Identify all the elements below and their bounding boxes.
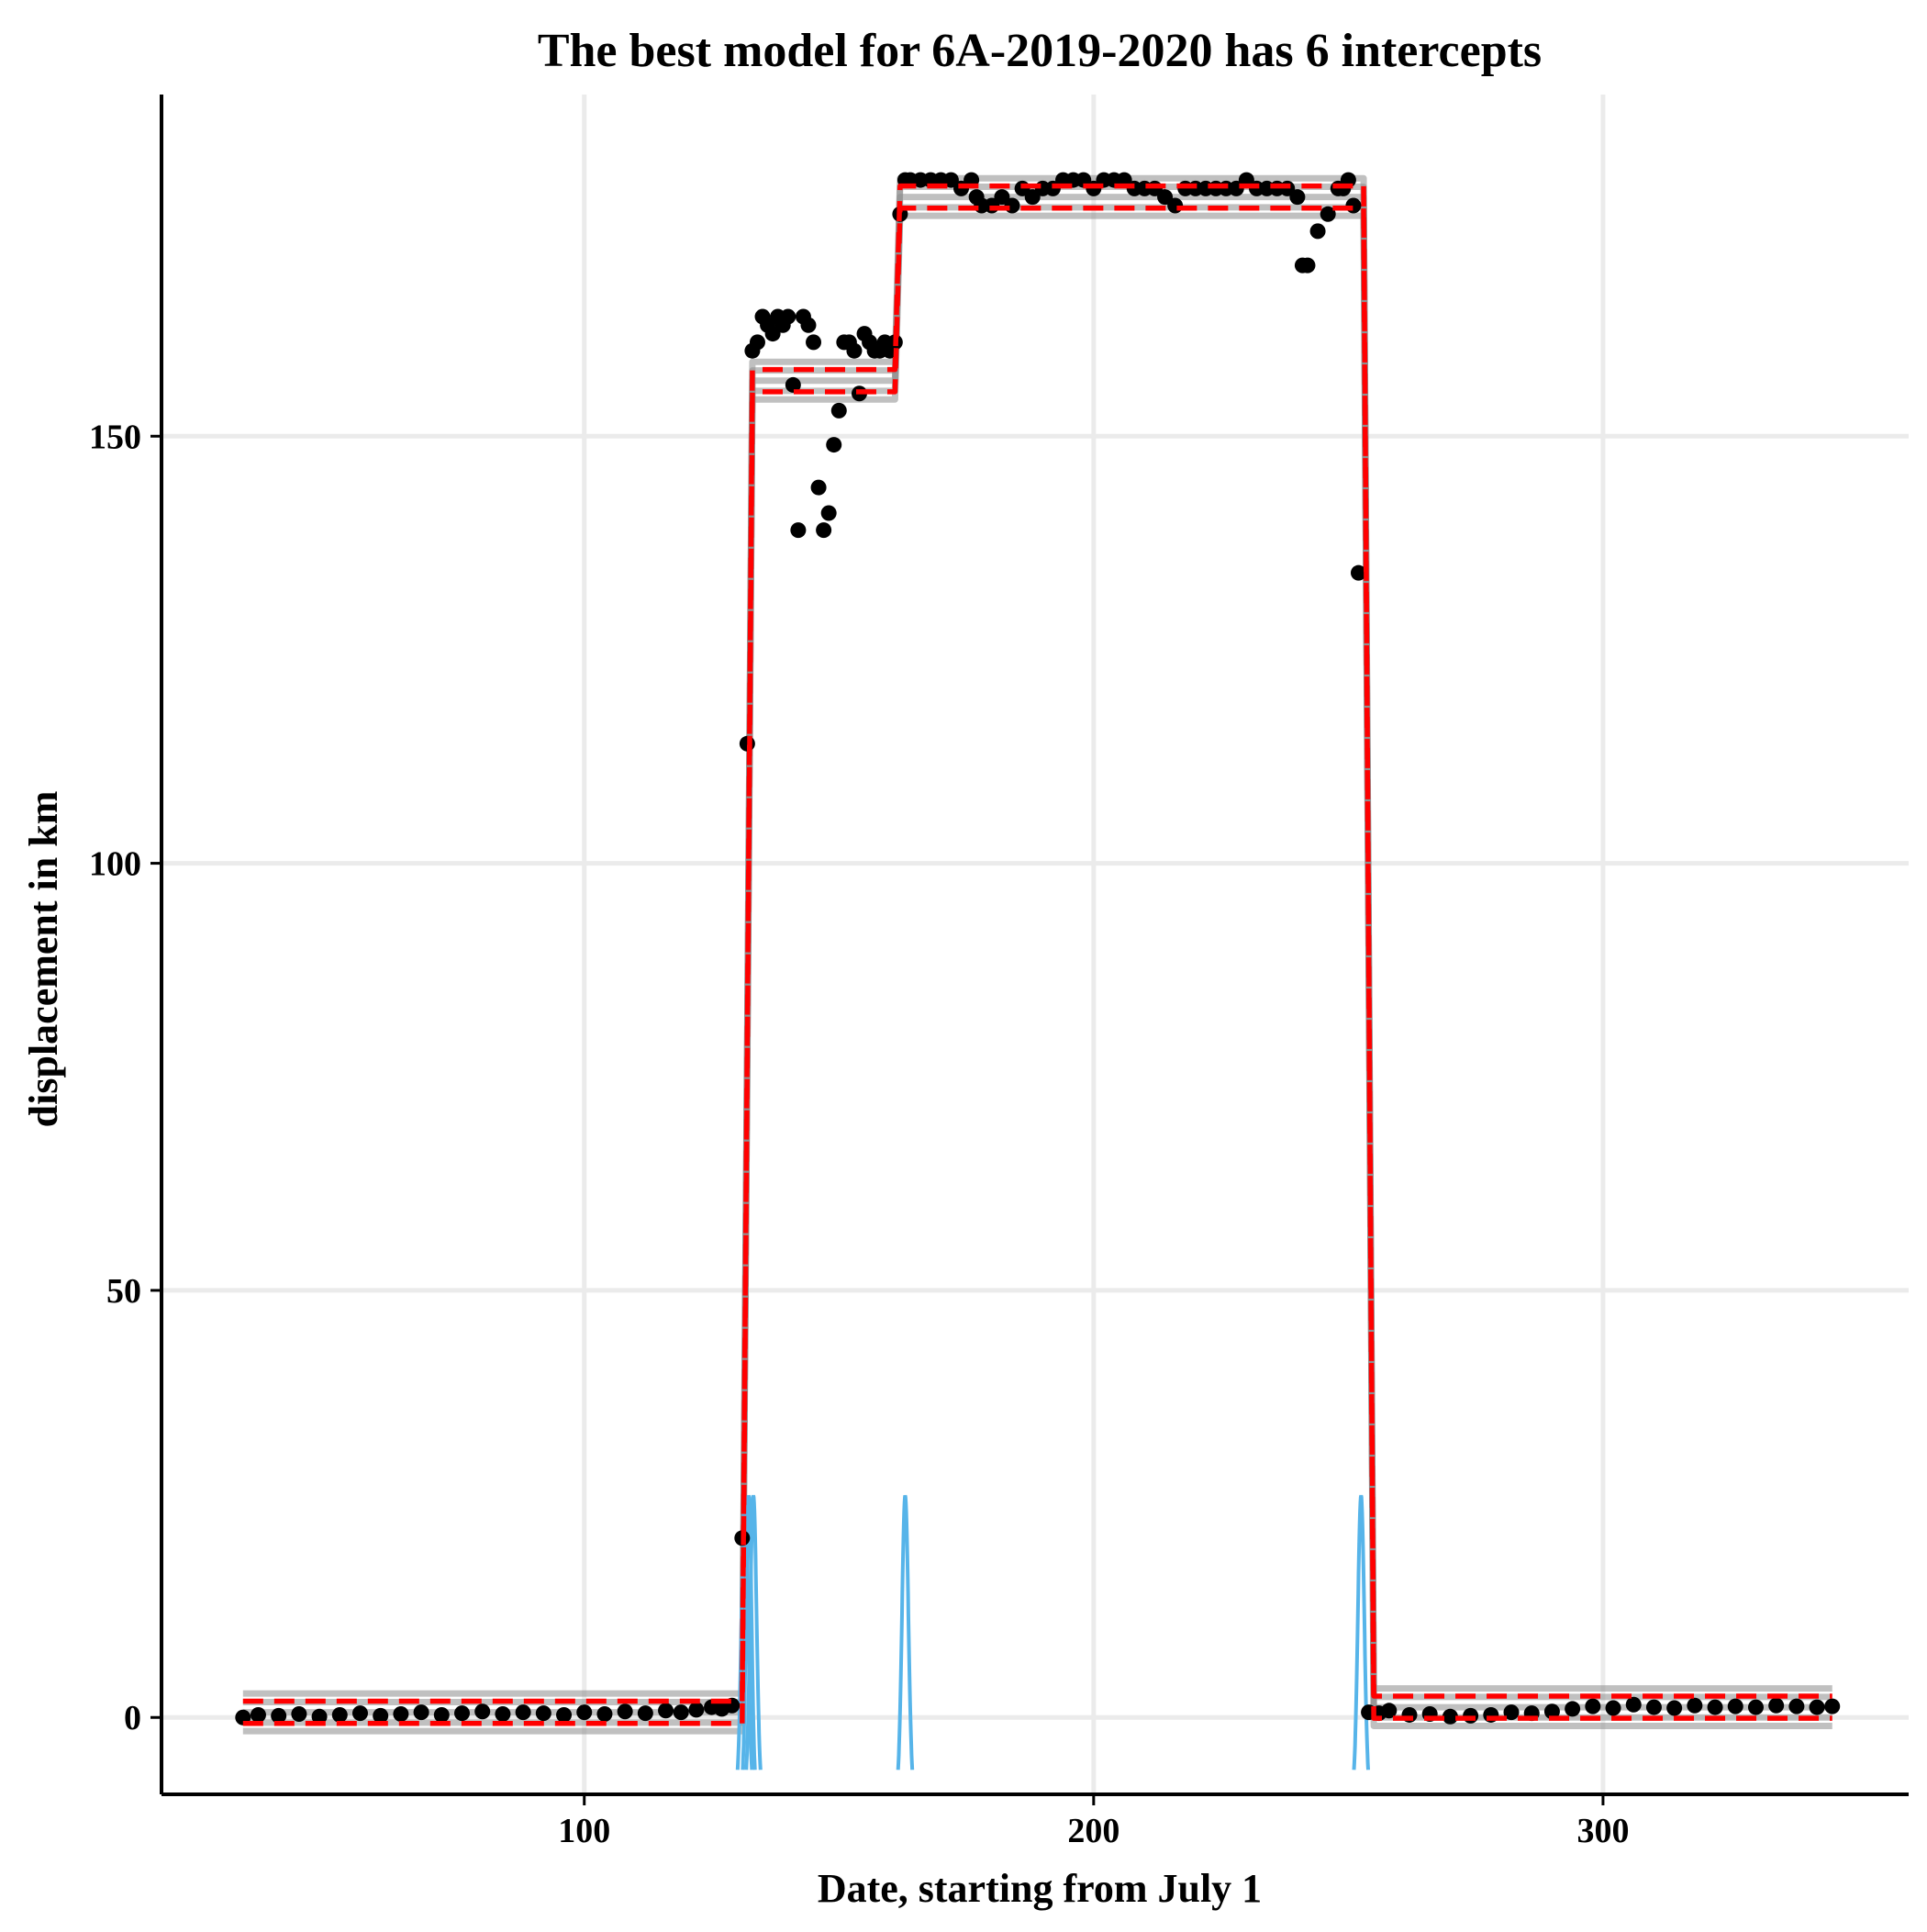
data-point	[351, 1705, 368, 1722]
data-point	[673, 1704, 689, 1721]
data-point	[1503, 1704, 1520, 1721]
changepoint-density	[735, 1494, 1370, 1770]
fit-band-line	[242, 194, 1832, 1716]
data-point	[1625, 1696, 1642, 1713]
fit-band-line	[242, 184, 1832, 1705]
data-point	[658, 1703, 674, 1719]
data-point	[617, 1703, 633, 1720]
data-point	[1289, 189, 1306, 206]
fit-band	[242, 174, 1832, 1735]
data-point	[749, 334, 765, 351]
chart-title: The best model for 6A-2019-2020 has 6 in…	[538, 25, 1542, 77]
data-point	[1824, 1698, 1841, 1714]
data-point	[1645, 1699, 1662, 1715]
data-point	[1004, 197, 1020, 214]
data-point	[1585, 1698, 1601, 1714]
axes	[150, 95, 1909, 1805]
data-point	[331, 1706, 348, 1723]
data-point	[790, 522, 807, 539]
data-point	[816, 522, 832, 539]
data-point	[393, 1706, 409, 1723]
data-point	[454, 1705, 471, 1722]
data-point	[596, 1706, 613, 1723]
data-point	[820, 505, 837, 521]
grid	[162, 95, 1909, 1794]
data-point	[826, 437, 842, 453]
data-point	[1299, 257, 1316, 274]
data-point	[1320, 206, 1336, 222]
y-tick-label: 150	[89, 418, 141, 456]
x-tick-label: 200	[1067, 1812, 1119, 1850]
data-point	[637, 1705, 653, 1722]
x-axis-label: Date, starting from July 1	[818, 1866, 1262, 1911]
data-point	[1345, 197, 1362, 214]
data-point	[1463, 1707, 1479, 1724]
data-point	[688, 1702, 705, 1718]
model-fit	[242, 183, 1832, 1726]
data-point	[806, 334, 822, 351]
data-point	[1167, 197, 1184, 214]
data-point	[1157, 189, 1174, 206]
data-point	[495, 1706, 511, 1723]
data-point	[433, 1706, 450, 1723]
data-point	[1543, 1703, 1560, 1720]
y-tick-label: 0	[124, 1699, 141, 1737]
data-points	[235, 172, 1841, 1725]
density-peak	[744, 1494, 763, 1770]
data-point	[994, 189, 1010, 206]
data-point	[1666, 1700, 1683, 1716]
data-point	[1687, 1697, 1703, 1714]
data-point	[515, 1704, 531, 1721]
data-point	[1768, 1697, 1785, 1714]
data-point	[1727, 1698, 1743, 1714]
data-point	[535, 1705, 551, 1722]
data-point	[373, 1707, 389, 1724]
data-point	[1350, 564, 1366, 581]
data-point	[311, 1708, 328, 1725]
data-point	[810, 479, 827, 496]
x-tick-label: 300	[1576, 1812, 1629, 1850]
data-point	[1309, 223, 1326, 240]
data-point	[1565, 1701, 1581, 1717]
y-axis-label: displacement in km	[21, 791, 66, 1128]
y-tick-label: 50	[106, 1272, 141, 1311]
data-point	[556, 1706, 573, 1723]
data-point	[1788, 1698, 1805, 1714]
data-point	[1381, 1703, 1398, 1719]
data-point	[1809, 1699, 1825, 1715]
data-point	[1605, 1700, 1621, 1716]
model-fit-line	[242, 183, 1832, 1704]
data-point	[413, 1704, 429, 1721]
density-peak	[896, 1494, 915, 1770]
fit-band-line	[242, 174, 1832, 1697]
fit-band-line	[242, 212, 1832, 1735]
tick-labels: 100 200 300 0 50 100 150	[89, 418, 1629, 1850]
data-point	[785, 376, 801, 393]
data-point	[764, 326, 781, 342]
data-point	[271, 1707, 287, 1724]
data-point	[1707, 1699, 1723, 1715]
data-point	[250, 1706, 266, 1723]
data-point	[291, 1706, 307, 1723]
data-point	[576, 1704, 593, 1721]
data-point	[830, 402, 847, 419]
model-fit-line	[242, 206, 1832, 1726]
data-point	[1747, 1699, 1764, 1715]
x-tick-label: 100	[558, 1812, 610, 1850]
y-tick-label: 100	[89, 845, 141, 884]
data-point	[1442, 1708, 1458, 1725]
data-point	[780, 308, 796, 325]
density-peak	[1352, 1494, 1370, 1770]
data-point	[474, 1703, 491, 1720]
data-point	[1024, 189, 1041, 206]
data-point	[846, 342, 863, 359]
data-point	[800, 317, 817, 333]
